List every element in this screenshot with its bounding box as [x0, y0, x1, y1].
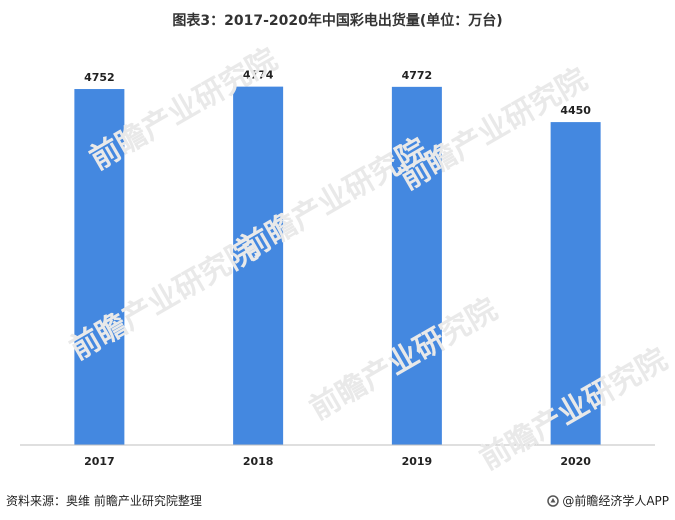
bar-2018	[233, 86, 284, 445]
bar-2020	[550, 122, 601, 445]
value-label-2019: 4772	[402, 69, 433, 82]
footer: 资料来源：奥维 前瞻产业研究院整理 @前瞻经济学人APP	[0, 486, 675, 520]
x-tick-label-2018: 2018	[243, 455, 274, 468]
value-labels-layer: 4752 4774 4772 4450	[84, 69, 591, 117]
x-tick-label-2017: 2017	[84, 455, 115, 468]
x-tick-label-2019: 2019	[402, 455, 433, 468]
bar-2019	[391, 86, 442, 446]
x-tick-label-2020: 2020	[560, 455, 591, 468]
brand-credit: @前瞻经济学人APP	[547, 492, 669, 509]
bars-layer	[74, 86, 601, 446]
value-label-2017: 4752	[84, 71, 115, 84]
value-label-2018: 4774	[243, 69, 274, 82]
bar-2017	[74, 89, 125, 445]
chart-title: 图表3：2017-2020年中国彩电出货量(单位：万台)	[172, 13, 503, 29]
bar-chart: 4752 4774 4772 4450 2017 2018 2019 2020	[20, 69, 655, 468]
brand-logo-icon	[547, 494, 560, 507]
source-note: 资料来源：奥维 前瞻产业研究院整理	[6, 494, 202, 508]
brand-name: @前瞻经济学人APP	[562, 494, 669, 508]
x-tick-labels-layer: 2017 2018 2019 2020	[84, 455, 591, 468]
value-label-2020: 4450	[560, 104, 591, 117]
